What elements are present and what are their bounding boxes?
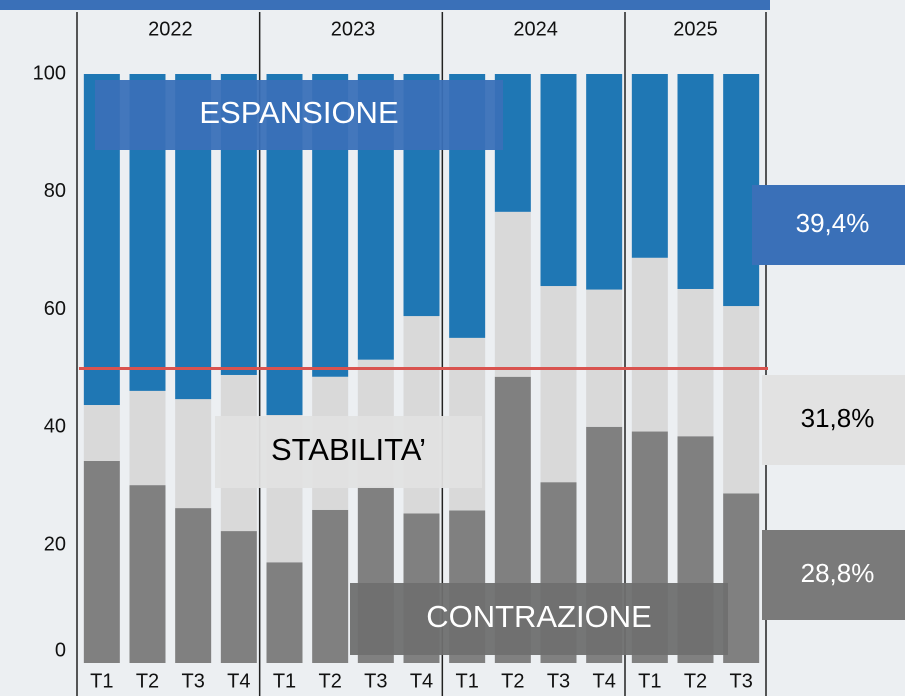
x-tick-label: T2 (318, 670, 341, 692)
bar-segment (723, 493, 760, 663)
bar-segment (677, 74, 714, 289)
value-label: 31,8% (801, 403, 875, 433)
bar-segment (540, 286, 577, 483)
value-label: 28,8% (801, 558, 875, 588)
x-tick-label: T1 (455, 670, 478, 692)
bar-segment (494, 211, 531, 377)
value-label: 39,4% (796, 208, 870, 238)
x-tick-label: T3 (181, 670, 204, 692)
bar-segment (266, 562, 303, 663)
value-label-box (762, 530, 905, 620)
value-label-box (762, 375, 905, 465)
x-tick-label: T2 (501, 670, 524, 692)
x-tick-label: T2 (136, 670, 159, 692)
group-label: 2023 (331, 18, 376, 40)
bar-segment (586, 74, 623, 290)
legend-label: CONTRAZIONE (426, 599, 652, 634)
bar-segment (586, 289, 623, 427)
x-tick-label: T4 (227, 670, 250, 692)
legend-box (350, 583, 728, 655)
bar-segment (175, 508, 212, 663)
group-label: 2022 (148, 18, 193, 40)
bar-segment (312, 509, 349, 663)
group-label: 2025 (673, 18, 718, 40)
bar-segment (129, 485, 166, 663)
x-tick-label: T1 (638, 670, 661, 692)
bar-segment (220, 531, 257, 663)
bar-segment (631, 74, 668, 258)
y-tick-label: 40 (44, 416, 66, 438)
legend-label: STABILITA’ (271, 432, 426, 467)
x-tick-label: T1 (273, 670, 296, 692)
legend-label: ESPANSIONE (199, 95, 398, 130)
x-tick-label: T3 (547, 670, 570, 692)
x-tick-label: T2 (684, 670, 707, 692)
legend-box (215, 416, 482, 488)
group-label: 2024 (513, 18, 558, 40)
bar-segment (677, 288, 714, 437)
bar-segment (631, 257, 668, 432)
y-tick-label: 60 (44, 298, 66, 320)
x-tick-label: T3 (729, 670, 752, 692)
y-tick-label: 20 (44, 533, 66, 555)
x-tick-label: T4 (410, 670, 433, 692)
value-label-box (752, 185, 905, 265)
bar-segment (83, 460, 120, 663)
bar-segment (540, 74, 577, 287)
x-tick-label: T4 (592, 670, 615, 692)
bar-segment (129, 390, 166, 486)
x-tick-label: T3 (364, 670, 387, 692)
bar-segment (723, 306, 760, 494)
top-bar (0, 0, 770, 10)
bar-segment (83, 405, 120, 461)
y-tick-label: 80 (44, 180, 66, 202)
y-tick-label: 100 (33, 62, 66, 84)
legend-box (95, 80, 503, 150)
x-tick-label: T1 (90, 670, 113, 692)
bar-segment (175, 399, 212, 509)
y-tick-label: 0 (55, 639, 66, 661)
